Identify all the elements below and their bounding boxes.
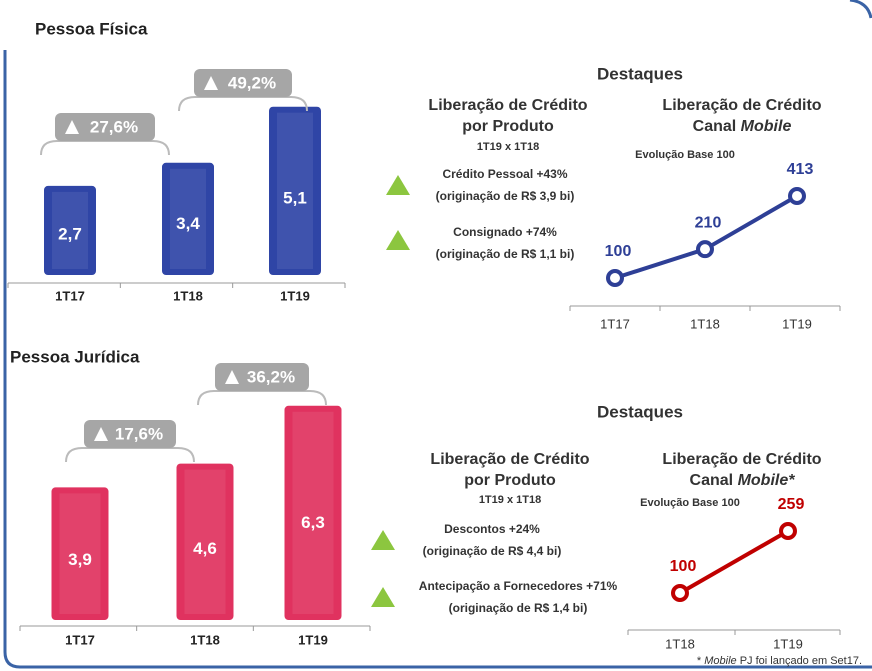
growth-label: 36,2% <box>247 367 295 386</box>
growth-label: 17,6% <box>115 424 163 443</box>
product-title: por Produto <box>464 472 556 489</box>
up-icon <box>94 427 108 441</box>
value-label: 259 <box>778 496 805 513</box>
bracket <box>40 140 170 156</box>
point <box>788 187 806 205</box>
value-label: 210 <box>695 214 722 231</box>
product-subtitle: 1T19 x 1T18 <box>479 494 541 506</box>
item: Consignado +74% <box>453 225 557 239</box>
up-icon <box>225 370 239 384</box>
mobile-title-italic: Mobile* <box>738 472 796 489</box>
growth-label: 27,6% <box>90 117 138 136</box>
line <box>614 194 799 280</box>
mobile-title-text: Canal <box>690 472 734 489</box>
mobile-subtitle: Evolução Base 100 <box>640 497 740 509</box>
bar <box>176 463 234 620</box>
bar-shine <box>277 112 313 269</box>
x-tick-label: 1T19 <box>782 316 812 331</box>
bracket <box>197 390 327 406</box>
bar-shine <box>59 493 101 614</box>
x-tick-label: 1T19 <box>280 288 310 303</box>
mobile-title: Canal Mobile* <box>690 472 796 489</box>
x-tick-label: 1T18 <box>173 288 203 303</box>
value-label: 413 <box>787 161 814 178</box>
value-label: 4,6 <box>193 539 217 558</box>
bracket <box>65 447 195 463</box>
product-subtitle: 1T19 x 1T18 <box>477 141 539 153</box>
point <box>696 240 714 259</box>
frame <box>3 0 872 669</box>
footnote: * Mobile PJ foi lançado em Set17. <box>697 655 862 667</box>
point <box>671 584 689 602</box>
up-icon <box>386 175 410 195</box>
item-detail: (originação de R$ 4,4 bi) <box>423 544 562 558</box>
product-title: Liberação de Crédito <box>428 97 587 114</box>
value-label: 100 <box>605 243 632 260</box>
product-title: por Produto <box>462 118 554 135</box>
growth-label: 49,2% <box>228 73 276 92</box>
x-tick-label: 1T18 <box>665 636 695 651</box>
x-tick-label: 1T18 <box>190 632 220 647</box>
growth-box <box>55 113 155 141</box>
x-tick-label: 1T19 <box>298 632 328 647</box>
up-icon <box>386 230 410 250</box>
value-label: 6,3 <box>301 513 325 532</box>
value-label: 2,7 <box>58 224 82 243</box>
up-icon <box>371 530 395 550</box>
bar <box>284 405 342 620</box>
mobile-title-italic: Mobile <box>741 118 792 135</box>
item: Crédito Pessoal +43% <box>442 167 567 181</box>
item-detail: (originação de R$ 1,4 bi) <box>449 601 588 615</box>
point <box>606 269 624 287</box>
bar-shine <box>170 168 206 269</box>
item: Antecipação a Fornecedores +71% <box>419 579 618 593</box>
section-title: Pessoa Física <box>35 19 148 38</box>
up-icon <box>204 76 218 90</box>
mobile-title: Liberação de Crédito <box>662 451 821 468</box>
bar <box>269 106 321 275</box>
point <box>779 522 797 540</box>
mobile-subtitle: Evolução Base 100 <box>635 149 735 161</box>
value-label: 3,4 <box>176 214 200 233</box>
line <box>679 529 789 595</box>
highlights: Destaques <box>597 64 683 83</box>
bar-shine <box>184 469 226 614</box>
bar <box>44 185 96 275</box>
up-icon <box>371 587 395 607</box>
x-tick-label: 1T17 <box>55 288 85 303</box>
x-tick-label: 1T17 <box>65 632 95 647</box>
mobile-title: Liberação de Crédito <box>662 97 821 114</box>
bar <box>162 162 214 275</box>
bar <box>51 487 109 620</box>
item-detail: (originação de R$ 1,1 bi) <box>436 247 575 261</box>
value-label: 3,9 <box>68 550 92 569</box>
growth-box <box>194 69 292 97</box>
value-label: 5,1 <box>283 189 307 208</box>
x-tick-label: 1T17 <box>600 316 630 331</box>
section-title: Pessoa Jurídica <box>10 347 140 366</box>
x-tick-label: 1T18 <box>690 316 720 331</box>
bar-shine <box>52 191 88 269</box>
bar-shine <box>292 411 334 614</box>
x-tick-label: 1T19 <box>773 636 803 651</box>
footnote-italic: Mobile <box>704 655 736 667</box>
footnote-star: * <box>697 655 702 667</box>
item: Descontos +24% <box>444 522 540 536</box>
footnote-text: PJ foi lançado em Set17. <box>740 655 862 667</box>
mobile-title-text: Canal <box>693 118 737 135</box>
up-icon <box>65 120 79 134</box>
value-label: 100 <box>670 558 697 575</box>
mobile-title: Canal Mobile <box>693 118 792 135</box>
product-title: Liberação de Crédito <box>430 451 589 468</box>
item-detail: (originação de R$ 3,9 bi) <box>436 189 575 203</box>
highlights: Destaques <box>597 402 683 421</box>
